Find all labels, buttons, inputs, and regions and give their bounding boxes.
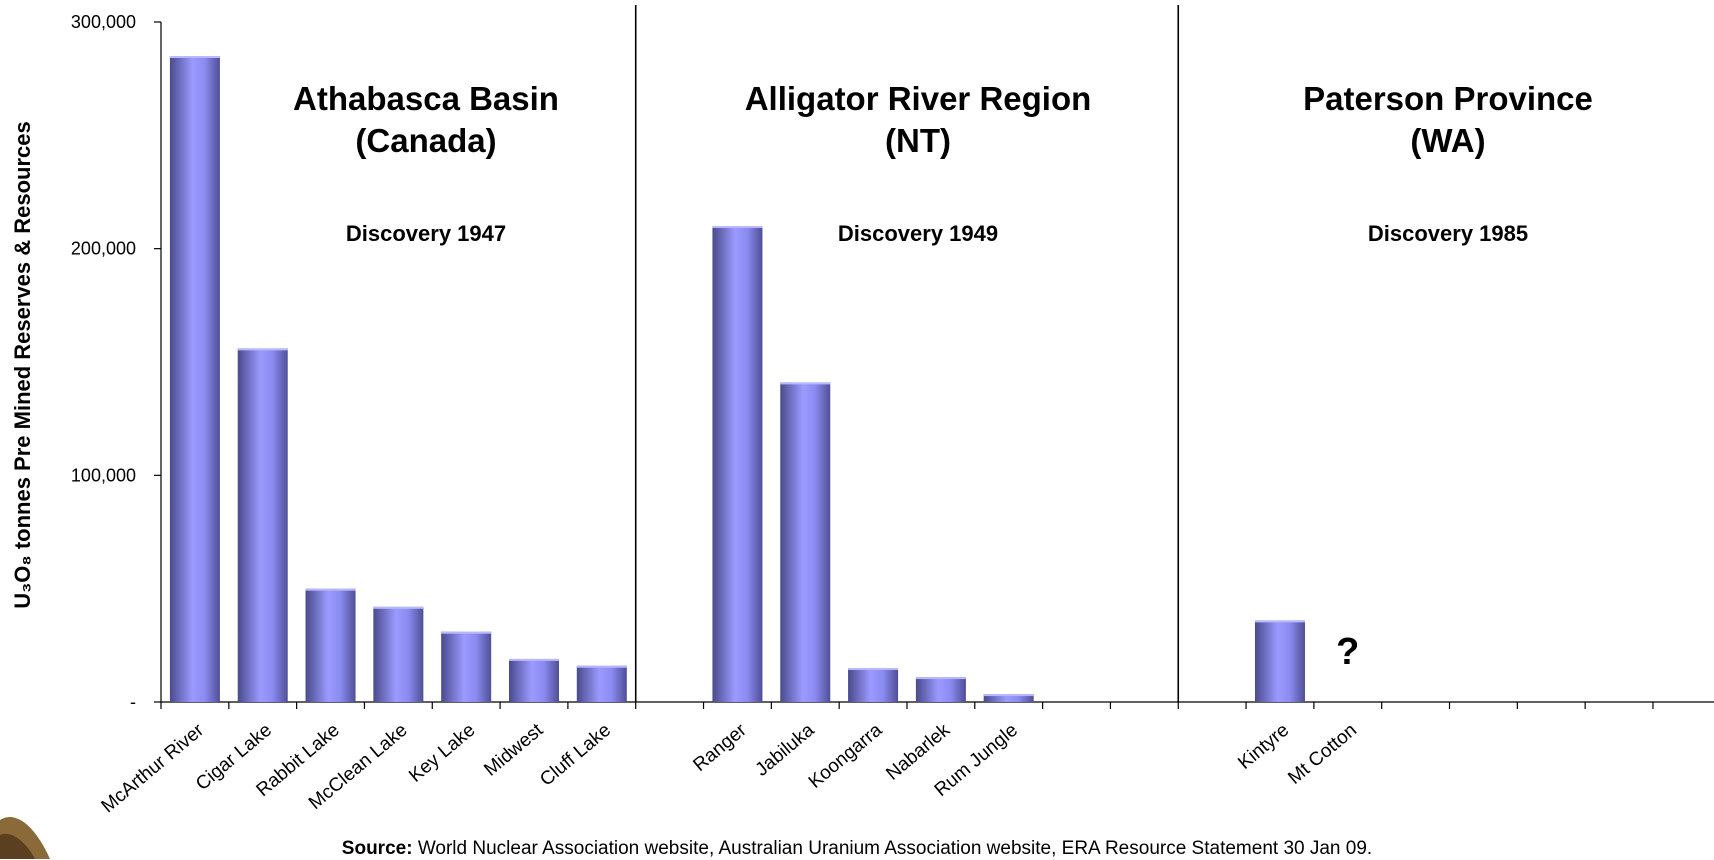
y-tick-label: - — [130, 692, 136, 712]
bar — [983, 694, 1034, 702]
x-tick-label: Cluff Lake — [536, 720, 615, 791]
bar — [305, 588, 356, 702]
bar-top-highlight — [508, 658, 559, 661]
x-tick-label: Key Lake — [405, 720, 479, 787]
y-ticks: - 100,000 200,000 300,000 — [71, 12, 161, 712]
corner-decoration — [0, 816, 50, 859]
bar-top-highlight — [305, 588, 356, 591]
bar-top-highlight — [712, 226, 763, 228]
bar — [915, 677, 966, 702]
annotations: ? — [1336, 631, 1359, 673]
bar — [508, 658, 559, 702]
x-tick-label: Mt Cotton — [1284, 720, 1361, 789]
bar-top-highlight — [915, 677, 966, 680]
y-tick-label: 200,000 — [71, 239, 136, 259]
region-discovery-label: Discovery 1949 — [838, 221, 998, 246]
x-tick-label: McArthur River — [98, 719, 209, 817]
bar-top-highlight — [441, 631, 492, 634]
bar — [373, 606, 424, 702]
region-subtitle: (WA) — [1410, 122, 1485, 159]
question-mark-annotation: ? — [1336, 631, 1359, 673]
bars — [169, 56, 1305, 702]
source-note: Source: World Nuclear Association websit… — [0, 838, 1714, 860]
source-label: Source: — [341, 838, 413, 859]
region-subtitle: (Canada) — [355, 122, 496, 159]
bar — [169, 56, 220, 702]
bar-top-highlight — [237, 348, 288, 351]
x-tick-label: Koongarra — [805, 719, 887, 792]
bar — [1254, 620, 1305, 702]
bar-top-highlight — [780, 382, 831, 385]
region-discovery-label: Discovery 1947 — [346, 221, 506, 246]
bar — [780, 382, 831, 702]
y-tick-label: 300,000 — [71, 12, 136, 32]
bar-top-highlight — [1254, 620, 1305, 623]
source-text: World Nuclear Association website, Austr… — [412, 838, 1373, 859]
x-tick-label: Kintyre — [1234, 720, 1293, 774]
region-discovery-label: Discovery 1985 — [1368, 221, 1528, 246]
region-subtitle: (NT) — [885, 122, 951, 159]
bar — [712, 226, 763, 702]
x-tick-label: Midwest — [480, 719, 547, 780]
bar — [237, 348, 288, 702]
bar — [848, 668, 899, 702]
x-tick-label: Jabiluka — [752, 719, 819, 780]
region-annotations: Athabasca Basin (Canada) Discovery 1947 All… — [293, 5, 1593, 702]
bar — [576, 665, 627, 702]
bar-top-highlight — [576, 665, 627, 668]
y-tick-label: 100,000 — [71, 465, 136, 485]
bar — [441, 631, 492, 702]
y-axis-label: U₃O₈ tonnes Pre Mined Reserves & Resourc… — [10, 121, 35, 609]
bar-top-highlight — [169, 56, 220, 58]
x-tick-label: Ranger — [689, 719, 751, 776]
region-title: Alligator River Region — [745, 80, 1092, 117]
region-title: Paterson Province — [1303, 80, 1593, 117]
bar-top-highlight — [848, 668, 899, 670]
region-title: Athabasca Basin — [293, 80, 559, 117]
bar-top-highlight — [983, 694, 1034, 697]
bar-top-highlight — [373, 606, 424, 609]
